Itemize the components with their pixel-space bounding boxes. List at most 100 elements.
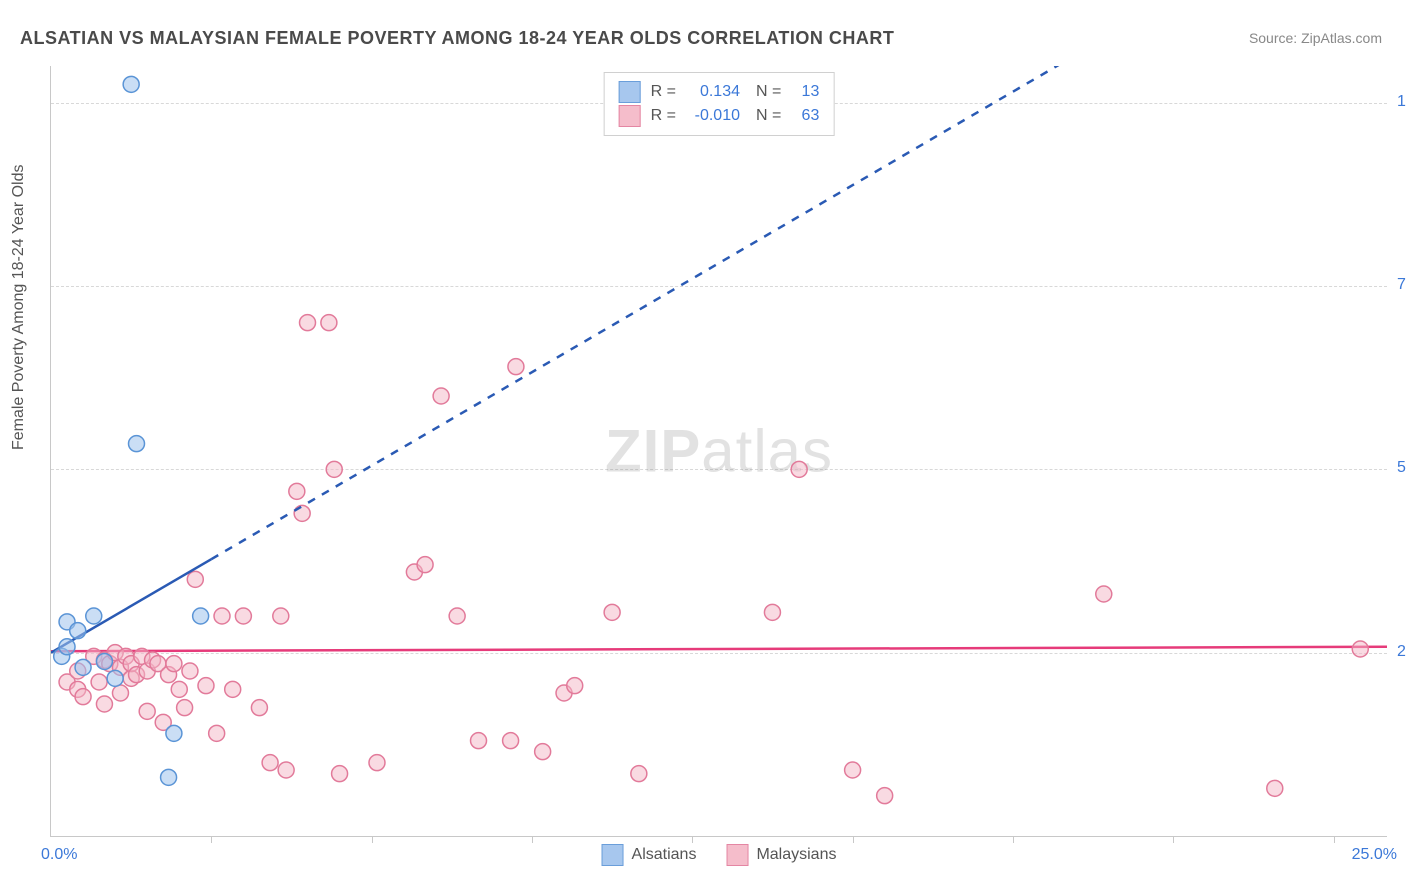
plot-area: 25.0%50.0%75.0%100.0% 0.0% 25.0% ZIPatla… bbox=[50, 66, 1387, 837]
malaysians-point bbox=[198, 678, 214, 694]
alsatians-point bbox=[59, 614, 75, 630]
malaysians-point bbox=[567, 678, 583, 694]
n-value-malaysians: 63 bbox=[791, 107, 819, 125]
malaysians-point bbox=[59, 674, 75, 690]
swatch-malaysians-icon bbox=[619, 105, 641, 127]
n-value-alsatians: 13 bbox=[791, 83, 819, 101]
malaysians-point bbox=[123, 670, 139, 686]
malaysians-point bbox=[145, 652, 161, 668]
malaysians-point bbox=[139, 703, 155, 719]
malaysians-point bbox=[369, 755, 385, 771]
malaysians-point bbox=[155, 714, 171, 730]
alsatians-point bbox=[193, 608, 209, 624]
swatch-malaysians-icon bbox=[726, 844, 748, 866]
malaysians-point bbox=[235, 608, 251, 624]
alsatians-point bbox=[107, 670, 123, 686]
malaysians-point bbox=[102, 656, 118, 672]
malaysians-point bbox=[1096, 586, 1112, 602]
malaysians-point bbox=[187, 571, 203, 587]
swatch-alsatians-icon bbox=[619, 81, 641, 103]
alsatians-trend-dashed bbox=[211, 66, 1119, 559]
malaysians-point bbox=[129, 667, 145, 683]
chart-container: ALSATIAN VS MALAYSIAN FEMALE POVERTY AMO… bbox=[0, 0, 1406, 892]
grid-line bbox=[51, 653, 1387, 654]
n-label: N = bbox=[756, 83, 781, 101]
legend-item-malaysians: Malaysians bbox=[726, 844, 836, 866]
alsatians-point bbox=[166, 725, 182, 741]
malaysians-point bbox=[70, 681, 86, 697]
malaysians-point bbox=[300, 315, 316, 331]
alsatians-point bbox=[70, 623, 86, 639]
malaysians-point bbox=[1267, 780, 1283, 796]
alsatians-point bbox=[161, 769, 177, 785]
alsatians-point bbox=[86, 608, 102, 624]
y-tick-label: 50.0% bbox=[1397, 459, 1406, 477]
alsatians-point bbox=[54, 648, 70, 664]
legend-row-malaysians: R = -0.010 N = 63 bbox=[619, 105, 820, 127]
swatch-alsatians-icon bbox=[602, 844, 624, 866]
malaysians-point bbox=[139, 663, 155, 679]
malaysians-trend-solid bbox=[51, 647, 1387, 651]
malaysians-point bbox=[251, 700, 267, 716]
malaysians-point bbox=[631, 766, 647, 782]
malaysians-point bbox=[91, 674, 107, 690]
x-tick bbox=[211, 836, 212, 843]
legend-label-alsatians: Alsatians bbox=[632, 846, 697, 864]
alsatians-point bbox=[129, 436, 145, 452]
source-label: Source: ZipAtlas.com bbox=[1249, 30, 1382, 46]
alsatians-point bbox=[75, 659, 91, 675]
x-tick bbox=[372, 836, 373, 843]
r-label: R = bbox=[651, 83, 676, 101]
malaysians-point bbox=[96, 652, 112, 668]
malaysians-point bbox=[332, 766, 348, 782]
legend-item-alsatians: Alsatians bbox=[602, 844, 697, 866]
malaysians-point bbox=[118, 648, 134, 664]
legend-label-malaysians: Malaysians bbox=[756, 846, 836, 864]
x-origin-label: 0.0% bbox=[41, 846, 77, 864]
svg-layer bbox=[51, 66, 1387, 836]
alsatians-point bbox=[123, 76, 139, 92]
malaysians-point bbox=[182, 663, 198, 679]
malaysians-point bbox=[449, 608, 465, 624]
x-tick bbox=[532, 836, 533, 843]
legend-series: Alsatians Malaysians bbox=[602, 844, 837, 866]
malaysians-point bbox=[535, 744, 551, 760]
malaysians-point bbox=[70, 663, 86, 679]
malaysians-point bbox=[161, 667, 177, 683]
malaysians-point bbox=[75, 689, 91, 705]
y-tick-label: 100.0% bbox=[1397, 93, 1406, 111]
x-tick bbox=[1013, 836, 1014, 843]
malaysians-point bbox=[214, 608, 230, 624]
malaysians-point bbox=[273, 608, 289, 624]
malaysians-point bbox=[556, 685, 572, 701]
malaysians-point bbox=[604, 604, 620, 620]
x-tick bbox=[692, 836, 693, 843]
malaysians-point bbox=[406, 564, 422, 580]
malaysians-point bbox=[177, 700, 193, 716]
malaysians-point bbox=[86, 648, 102, 664]
malaysians-point bbox=[166, 656, 182, 672]
y-tick-label: 25.0% bbox=[1397, 643, 1406, 661]
n-label: N = bbox=[756, 107, 781, 125]
grid-line bbox=[51, 286, 1387, 287]
malaysians-point bbox=[209, 725, 225, 741]
r-label: R = bbox=[651, 107, 676, 125]
malaysians-point bbox=[171, 681, 187, 697]
watermark-zip: ZIP bbox=[605, 418, 701, 485]
malaysians-point bbox=[1352, 641, 1368, 657]
malaysians-point bbox=[433, 388, 449, 404]
x-tick bbox=[1334, 836, 1335, 843]
malaysians-point bbox=[321, 315, 337, 331]
malaysians-point bbox=[417, 557, 433, 573]
malaysians-point bbox=[471, 733, 487, 749]
malaysians-point bbox=[503, 733, 519, 749]
legend-row-alsatians: R = 0.134 N = 13 bbox=[619, 81, 820, 103]
legend-correlation: R = 0.134 N = 13 R = -0.010 N = 63 bbox=[604, 72, 835, 136]
malaysians-point bbox=[764, 604, 780, 620]
malaysians-point bbox=[123, 656, 139, 672]
alsatians-point bbox=[96, 653, 112, 669]
y-axis-label: Female Poverty Among 18-24 Year Olds bbox=[10, 165, 28, 451]
malaysians-point bbox=[289, 483, 305, 499]
malaysians-point bbox=[225, 681, 241, 697]
malaysians-point bbox=[112, 685, 128, 701]
